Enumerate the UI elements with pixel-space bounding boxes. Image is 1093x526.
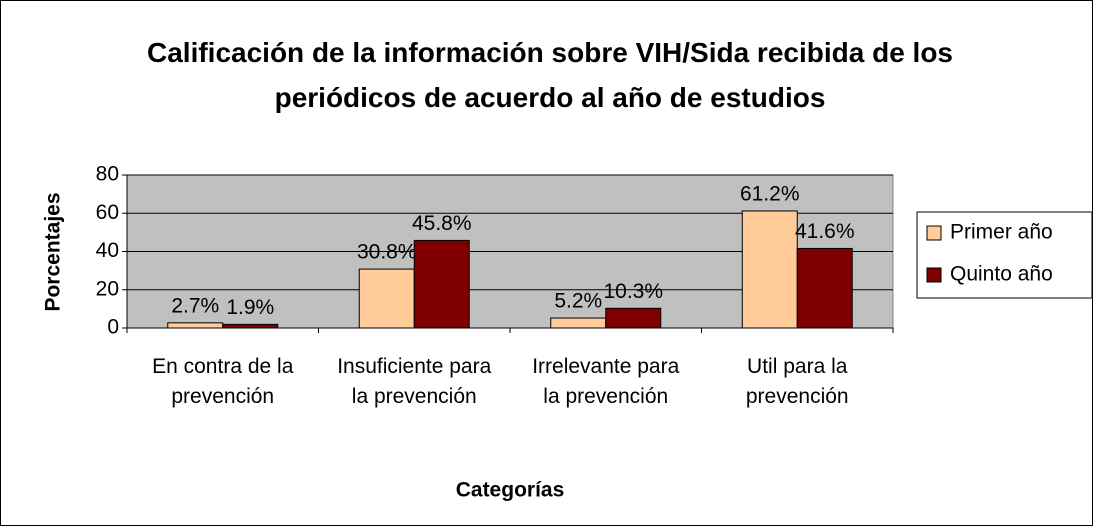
data-label: 1.9% — [226, 296, 274, 319]
bar — [796, 247, 853, 329]
data-label: 45.8% — [412, 212, 472, 235]
data-label: 5.2% — [554, 290, 602, 313]
data-label: 30.8% — [357, 241, 417, 264]
data-label: 41.6% — [795, 220, 855, 243]
y-tick-label: 40 — [96, 239, 119, 262]
x-tick-label: En contra de la prevención — [152, 355, 294, 408]
bar — [413, 239, 470, 329]
bar — [550, 317, 607, 329]
bar — [605, 307, 662, 329]
legend-swatch — [926, 267, 942, 283]
data-label: 61.2% — [740, 183, 800, 206]
bar — [222, 323, 279, 329]
y-tick-label: 80 — [96, 163, 119, 186]
y-tick-label: 60 — [96, 201, 119, 224]
x-tick-label: Irrelevante para la prevención — [532, 355, 680, 408]
bar — [167, 322, 224, 329]
y-tick-label: 20 — [96, 277, 119, 300]
chart-title: Calificación de la información sobre VIH… — [147, 37, 953, 113]
bar — [741, 210, 798, 329]
y-tick-label: 0 — [107, 316, 119, 339]
data-label: 2.7% — [171, 294, 219, 317]
data-label: 10.3% — [603, 280, 663, 303]
bar — [358, 268, 415, 329]
legend-box — [916, 211, 1093, 299]
x-tick-label: Util para la prevención — [745, 355, 849, 408]
legend-label: Primer año — [950, 221, 1053, 244]
y-axis-label: Porcentajes — [42, 192, 65, 311]
x-axis-label: Categorías — [456, 479, 565, 502]
x-tick-label: Insuficiente para la prevención — [337, 355, 492, 408]
legend-swatch — [926, 225, 942, 241]
legend-label: Quinto año — [950, 263, 1053, 286]
